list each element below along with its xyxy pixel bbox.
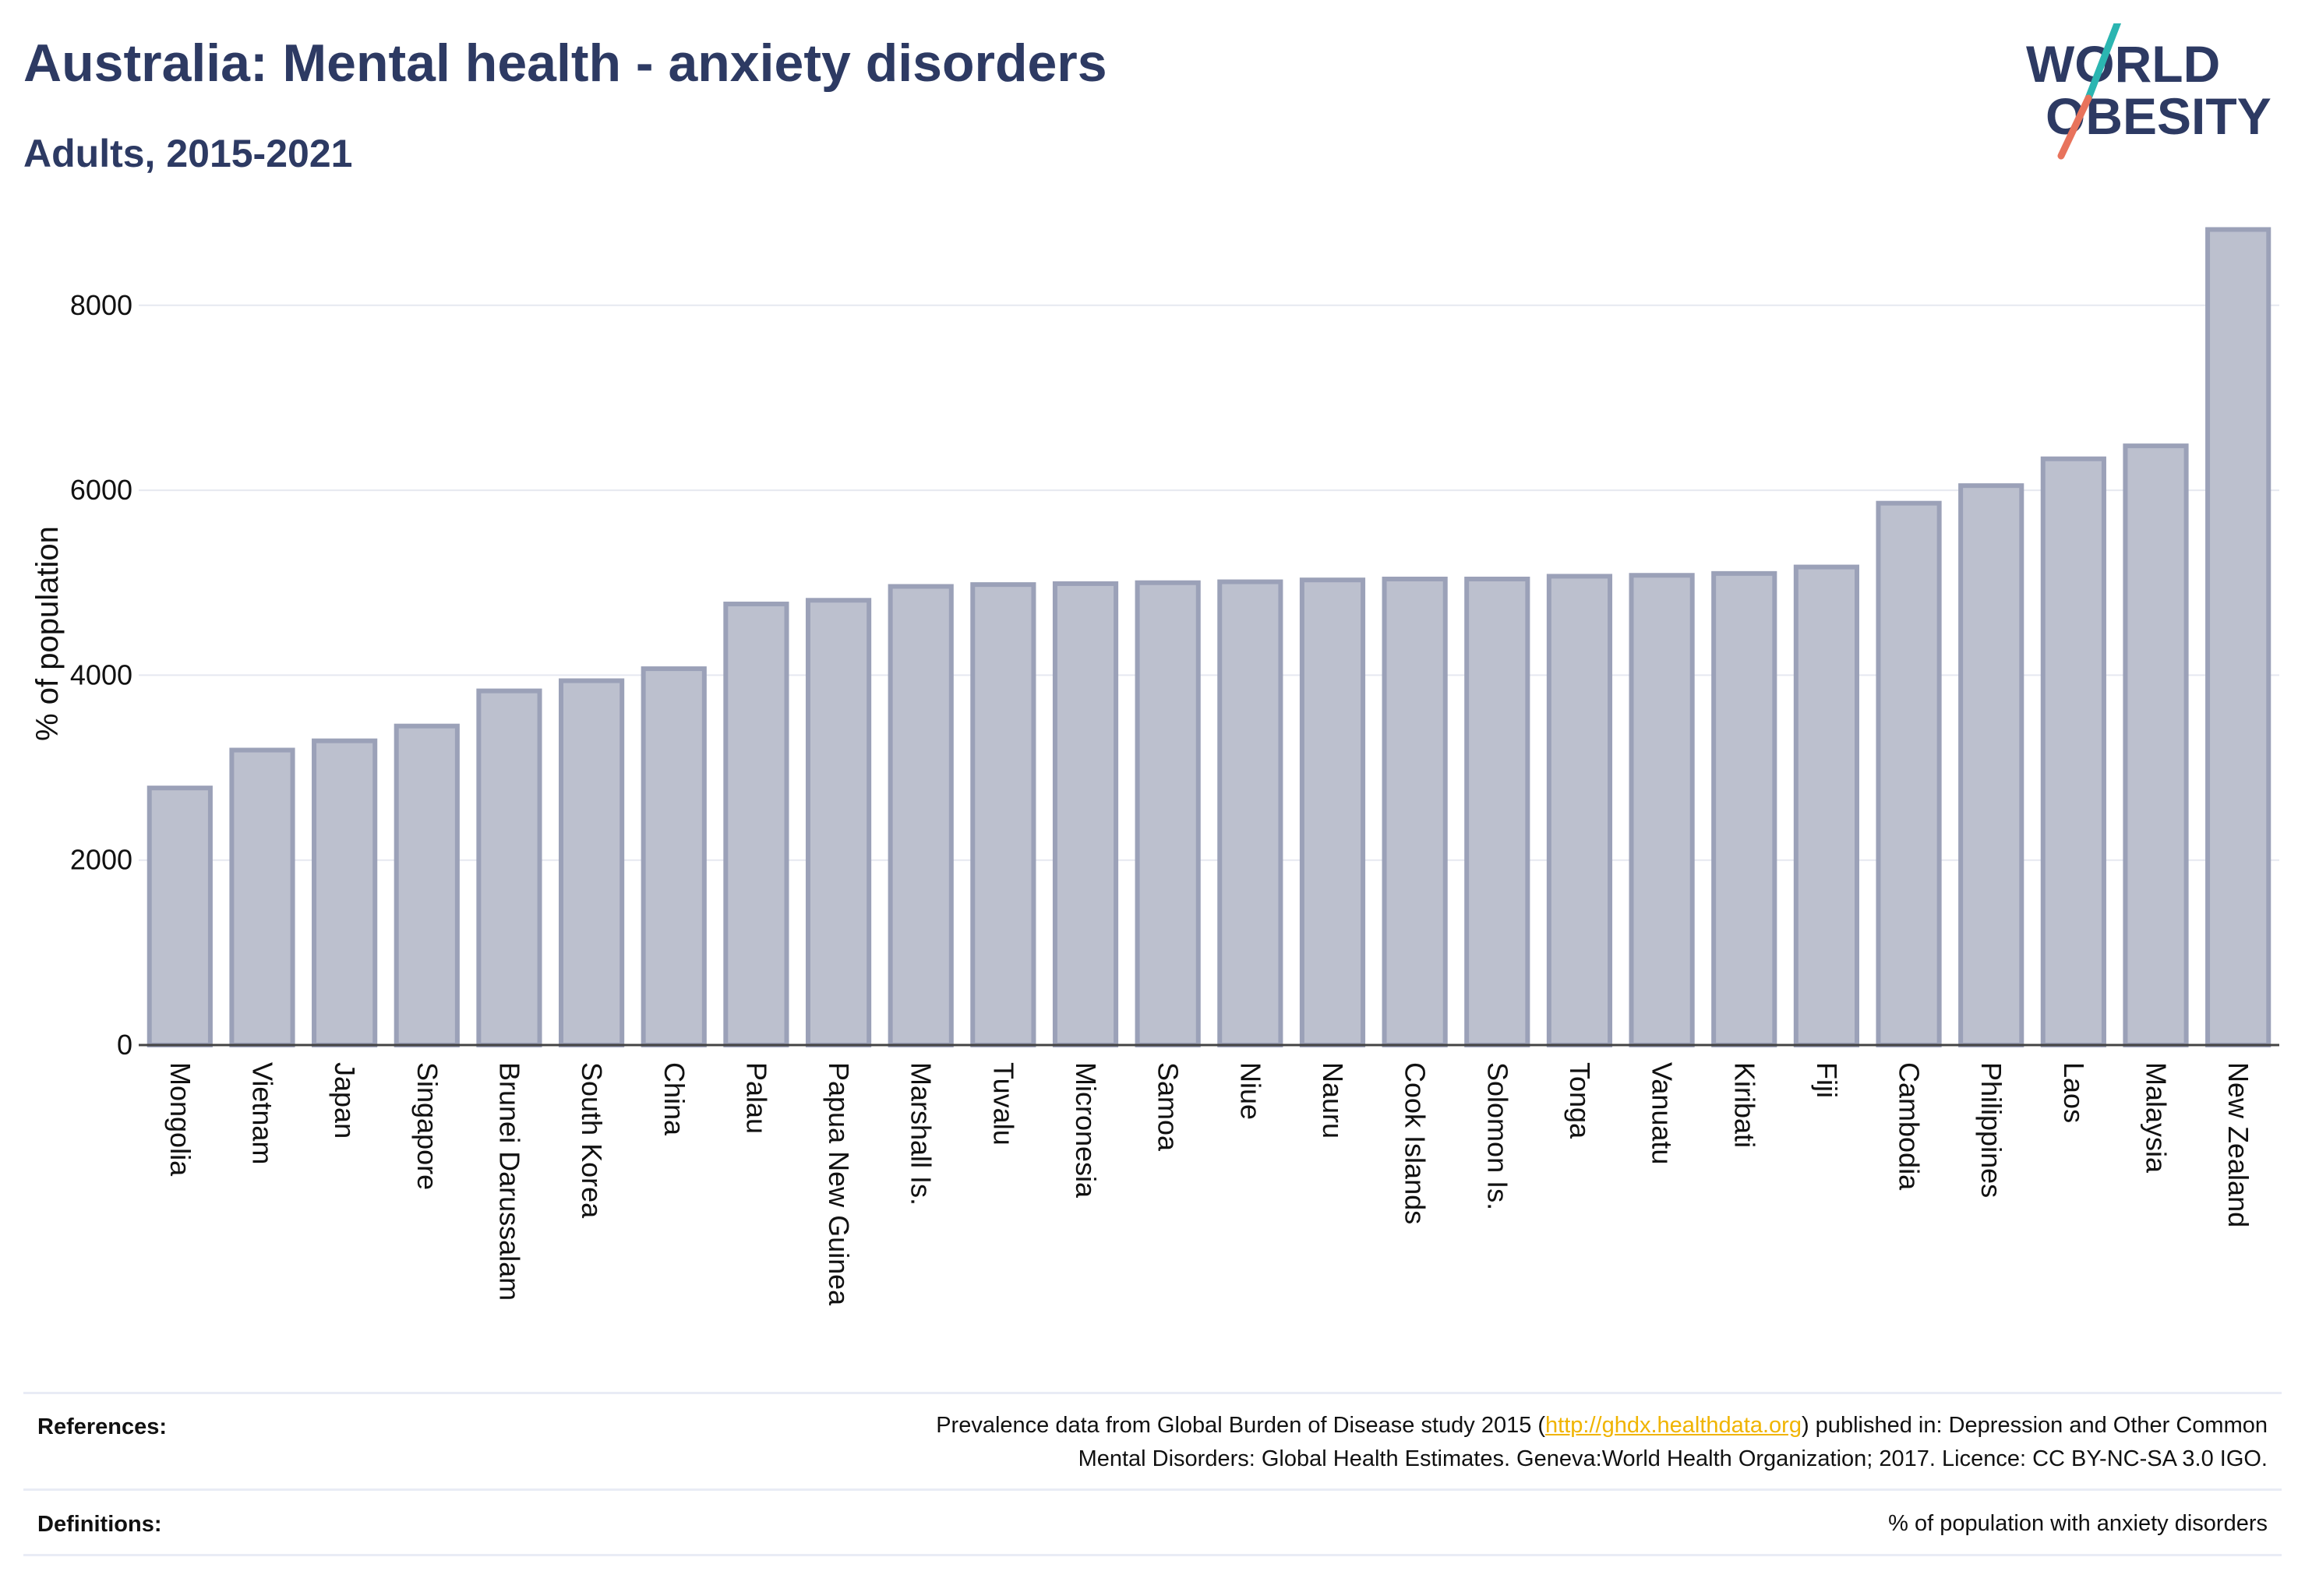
footer-divider-middle <box>23 1488 2282 1491</box>
bar-singapore <box>394 723 460 1047</box>
x-tick-label: Marshall Is. <box>905 1062 937 1206</box>
bar-chart: 0 2000 4000 6000 8000 % of population Mongolia… <box>30 227 2279 1306</box>
bar-vanuatu <box>1629 573 1695 1047</box>
y-tick-label: 4000 <box>70 659 132 690</box>
references-section: References: Prevalence data from Global … <box>23 1395 2282 1488</box>
logo-slash-bottom <box>2057 94 2092 160</box>
x-tick-label: Tonga <box>1564 1062 1596 1139</box>
x-tick-label: Mongolia <box>164 1062 196 1177</box>
x-tick-label: Vietnam <box>246 1062 278 1164</box>
x-tick-label: Tuvalu <box>987 1062 1019 1146</box>
x-tick-label: Japan <box>329 1062 361 1139</box>
y-tick-label: 8000 <box>70 289 132 321</box>
footer-divider-bottom <box>23 1554 2282 1556</box>
bar-kiribati <box>1711 570 1777 1047</box>
x-tick-label: Singapore <box>411 1062 443 1190</box>
bar-mongolia <box>146 786 213 1047</box>
bar-vietnam <box>229 747 295 1047</box>
bar-brunei-darussalam <box>476 688 542 1047</box>
bar-papua-new-guinea <box>805 598 872 1047</box>
y-tick-label: 2000 <box>70 844 132 876</box>
bar-south-korea <box>559 678 625 1047</box>
bar-tonga <box>1546 574 1613 1047</box>
references-label: References: <box>37 1414 168 1439</box>
bar-laos <box>2040 456 2106 1047</box>
y-tick-label: 6000 <box>70 474 132 506</box>
x-tick-label: Laos <box>2058 1062 2090 1123</box>
x-tick-label: Philippines <box>1975 1062 2007 1198</box>
bar-palau <box>723 602 789 1047</box>
x-tick-label: China <box>658 1062 690 1136</box>
references-text-line2: Mental Disorders: Global Health Estimate… <box>1078 1446 2268 1471</box>
x-tick-label: South Korea <box>576 1062 608 1219</box>
definitions-label: Definitions: <box>37 1512 162 1537</box>
logo-text-world: WORLD <box>2026 35 2220 93</box>
footer-divider-top <box>23 1392 2282 1394</box>
x-tick-label: Niue <box>1234 1062 1266 1120</box>
references-text-start: Prevalence data from Global Burden of Di… <box>936 1413 1546 1438</box>
bar-micronesia <box>1052 581 1119 1047</box>
y-tick-label: 0 <box>117 1029 132 1061</box>
x-tick-label: Brunei Darussalam <box>493 1062 525 1301</box>
x-tick-label: Fiji <box>1811 1062 1843 1098</box>
bar-malaysia <box>2123 443 2189 1047</box>
bar-china <box>641 666 707 1047</box>
x-tick-label: New Zealand <box>2222 1062 2254 1227</box>
definitions-section: Definitions: % of population with anxiet… <box>23 1492 2282 1554</box>
references-text-end: ) published in: Depression and Other Com… <box>1801 1413 2268 1438</box>
x-tick-label: Solomon Is. <box>1481 1062 1513 1210</box>
definitions-text: % of population with anxiety disorders <box>1888 1511 2268 1536</box>
x-tick-label: Samoa <box>1152 1062 1184 1152</box>
references-text: Prevalence data from Global Burden of Di… <box>936 1409 2268 1476</box>
bar-marshall-is- <box>888 584 954 1047</box>
world-obesity-logo: WORLD OBESITY <box>2026 23 2271 160</box>
chart-subtitle: Adults, 2015-2021 <box>23 132 353 175</box>
chart-title: Australia: Mental health - anxiety disor… <box>23 34 1107 93</box>
x-tick-label: Cambodia <box>1894 1062 1926 1191</box>
x-tick-label: Micronesia <box>1070 1062 1102 1199</box>
x-tick-label: Cook Islands <box>1400 1062 1431 1224</box>
x-tick-label: Papua New Guinea <box>823 1062 855 1306</box>
x-tick-label: Malaysia <box>2141 1062 2173 1174</box>
bar-solomon-is- <box>1464 576 1530 1047</box>
bar-nauru <box>1299 577 1366 1047</box>
y-axis-label: % of population <box>30 526 65 741</box>
x-tick-label: Nauru <box>1317 1062 1349 1139</box>
logo-slash-top <box>2084 23 2122 102</box>
bar-japan <box>312 738 378 1047</box>
bar-tuvalu <box>970 582 1036 1047</box>
x-tick-label: Vanuatu <box>1647 1062 1678 1164</box>
references-link[interactable]: http://ghdx.healthdata.org <box>1545 1413 1802 1438</box>
bar-cambodia <box>1876 500 1942 1047</box>
bar-philippines <box>1958 483 2024 1047</box>
bar-samoa <box>1135 580 1201 1047</box>
bar-cook-islands <box>1382 576 1448 1047</box>
x-tick-label: Palau <box>740 1062 772 1134</box>
x-tick-label: Kiribati <box>1728 1062 1760 1148</box>
bar-niue <box>1217 579 1283 1047</box>
bar-new-zealand <box>2205 227 2271 1047</box>
bar-fiji <box>1793 564 1859 1047</box>
